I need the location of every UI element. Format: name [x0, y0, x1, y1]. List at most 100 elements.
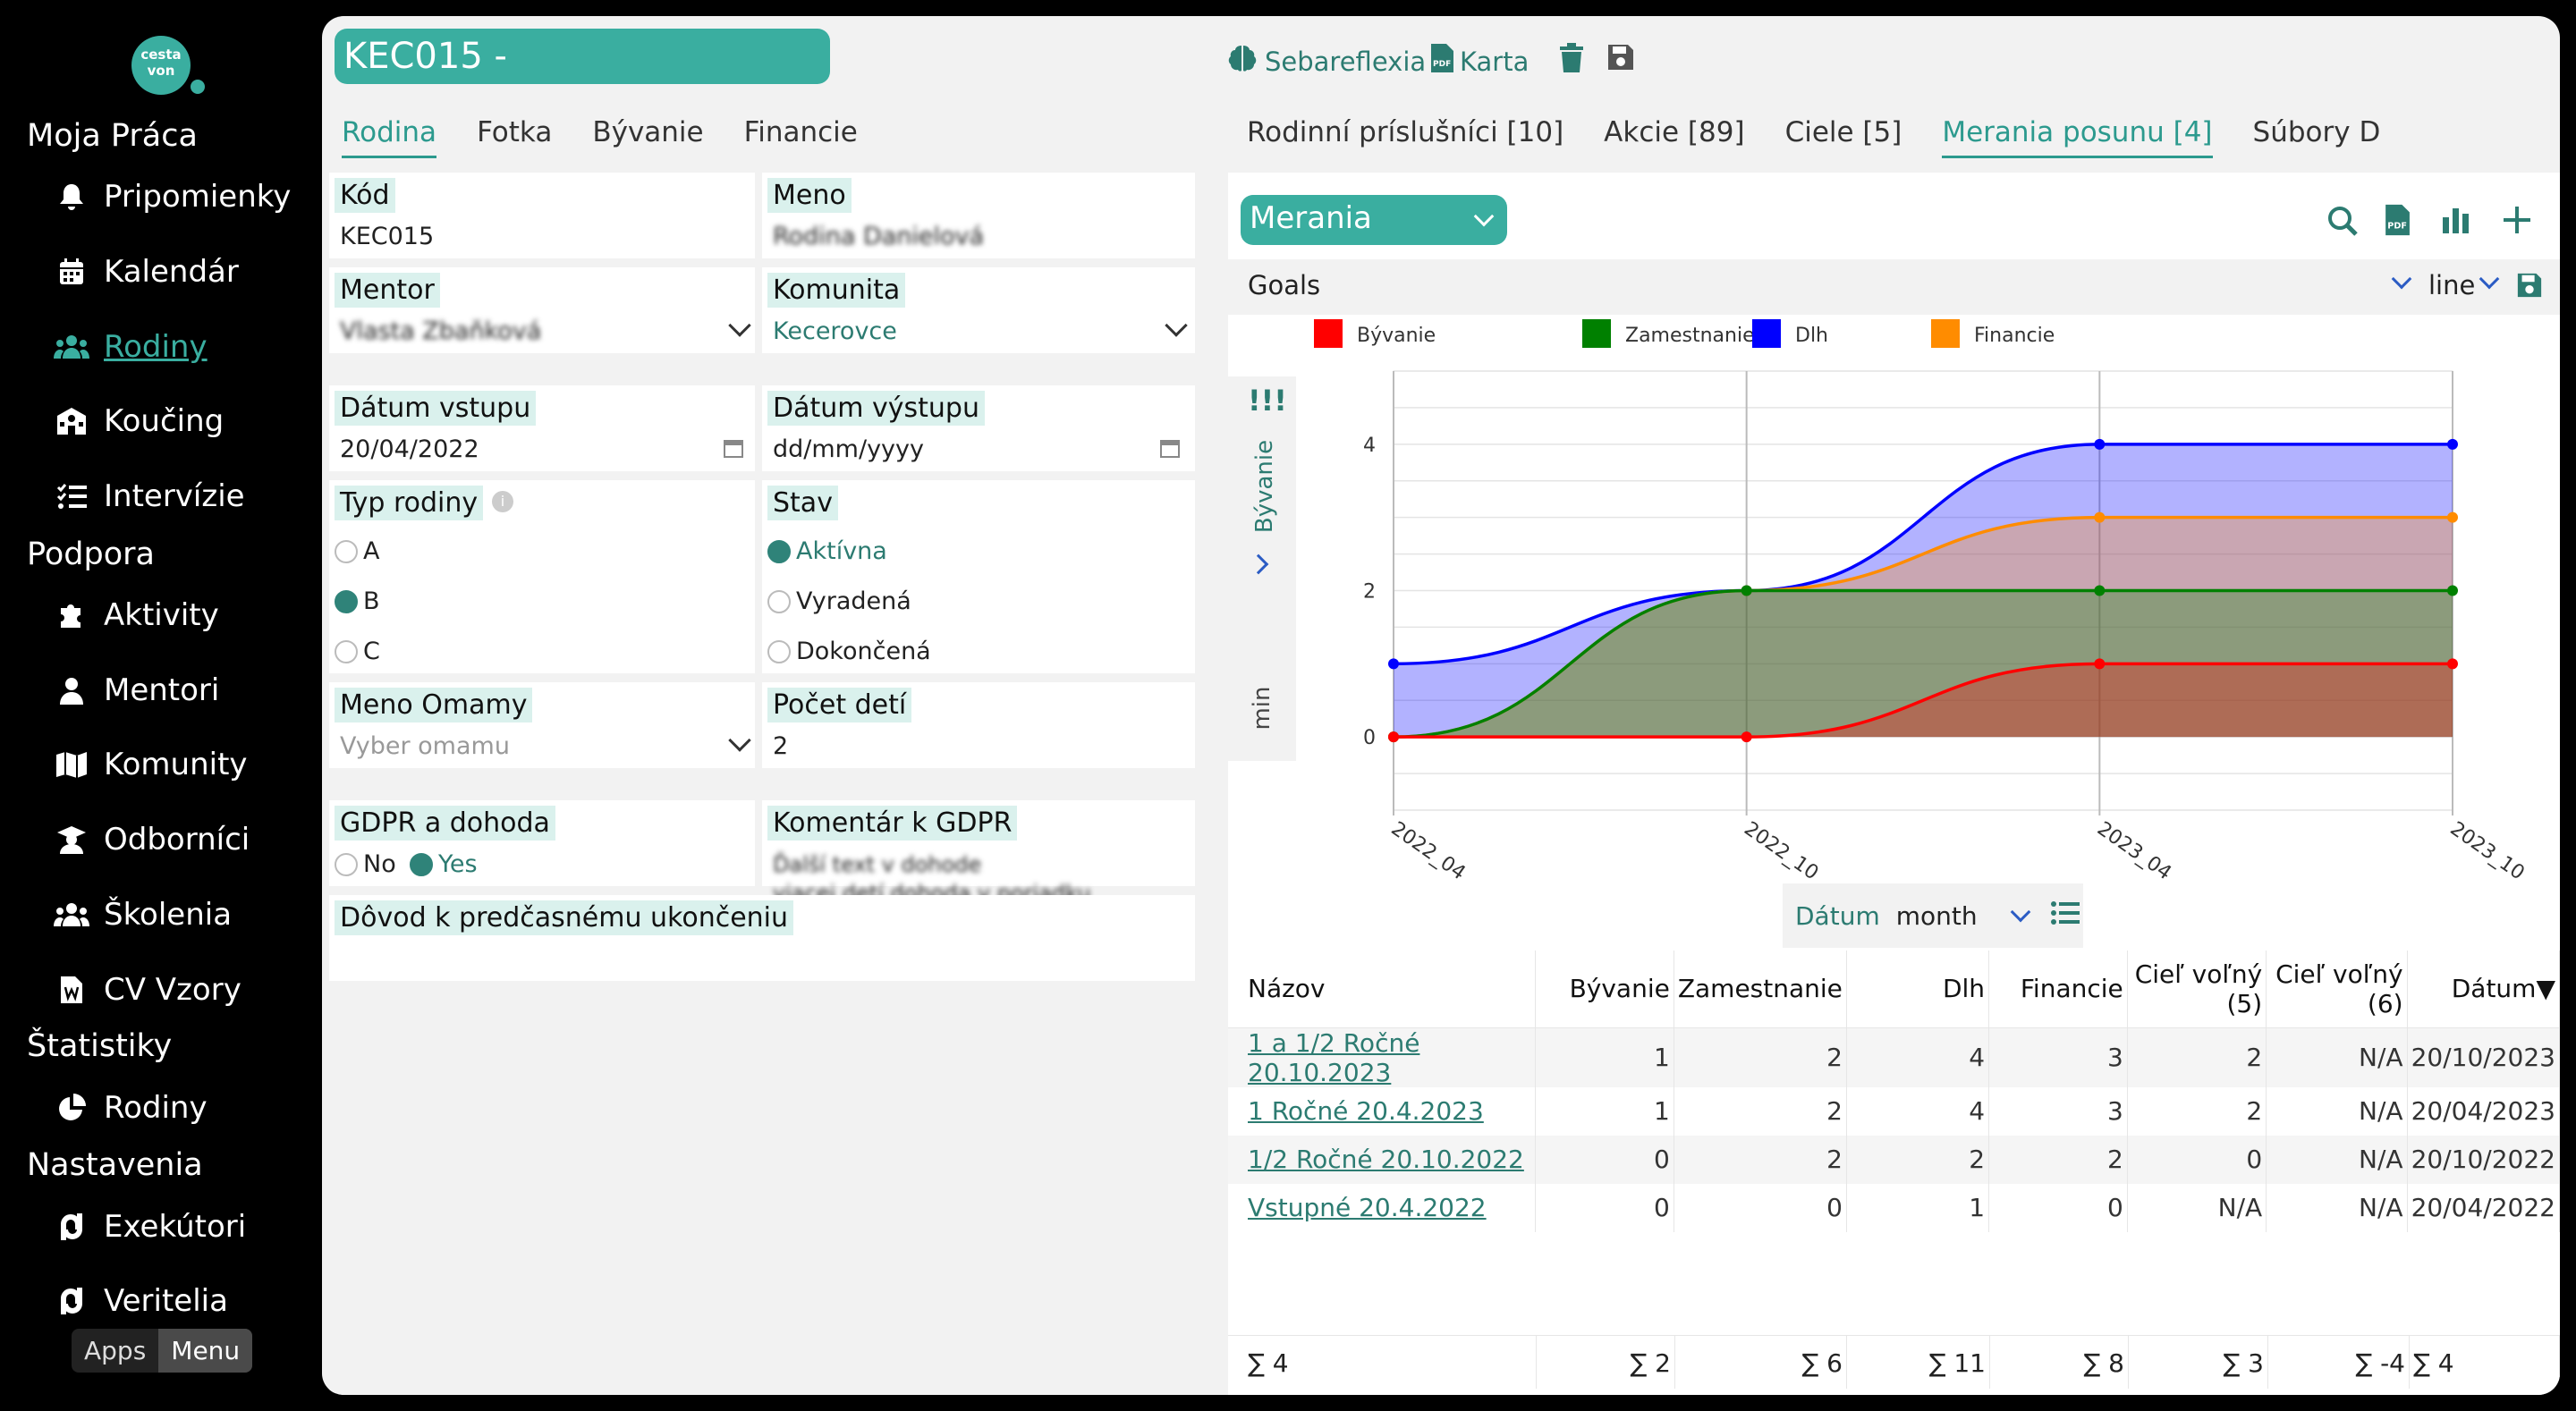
- chevron-down-icon[interactable]: [2391, 268, 2412, 290]
- sidebar-item-label: Rodiny: [104, 1090, 208, 1126]
- radio-typ-c[interactable]: C: [335, 638, 380, 665]
- delete-button[interactable]: [1558, 43, 1585, 80]
- radio-typ-a[interactable]: A: [335, 537, 379, 565]
- komunita-select[interactable]: Kecerovce: [773, 317, 897, 345]
- datum-vystupu-input[interactable]: dd/mm/yyyy: [773, 435, 924, 463]
- col-ciel-5[interactable]: Cieľ voľný (5): [2127, 951, 2267, 1028]
- alert-icon[interactable]: !!!: [1248, 384, 1287, 418]
- goals-bar: Goals line: [1228, 259, 2560, 315]
- save-icon[interactable]: [2516, 272, 2543, 305]
- kod-field[interactable]: KEC015: [340, 223, 435, 250]
- logo[interactable]: cesta von: [131, 36, 191, 95]
- chevron-down-icon[interactable]: [2479, 268, 2500, 290]
- mentor-select[interactable]: Vlasta Zbaňková: [340, 317, 542, 345]
- chevron-down-icon[interactable]: [728, 314, 751, 337]
- tab-financie[interactable]: Financie: [743, 116, 858, 148]
- cell: N/A: [2266, 1086, 2408, 1136]
- save-button[interactable]: [1606, 43, 1635, 78]
- sidebar-item-komunity[interactable]: Komunity: [54, 742, 248, 787]
- calendar-icon[interactable]: [1159, 437, 1181, 462]
- x-tick-label: 2022_04: [1387, 817, 1470, 884]
- col-zamestnanie[interactable]: Zamestnanie: [1674, 951, 1847, 1028]
- radio-aktivna[interactable]: Aktívna: [767, 537, 887, 565]
- radio-dokoncena[interactable]: Dokončená: [767, 638, 931, 665]
- meno-omamy-card[interactable]: Meno Omamy Vyber omamu: [329, 682, 755, 768]
- row-link[interactable]: 1/2 Ročné 20.10.2022: [1248, 1145, 1524, 1174]
- chart-type-select[interactable]: line: [2428, 270, 2476, 300]
- info-icon[interactable]: i: [492, 491, 513, 512]
- chevron-down-icon[interactable]: [728, 729, 751, 752]
- tab-ciele[interactable]: Ciele [5]: [1784, 116, 1902, 148]
- data-point: [1741, 731, 1752, 743]
- sidebar-item-aktivity[interactable]: Aktivity: [54, 593, 219, 638]
- calendar-icon[interactable]: [723, 437, 744, 462]
- sidebar-item-intervizie[interactable]: Intervízie: [54, 474, 245, 519]
- sidebar-item-mentori[interactable]: Mentori: [54, 668, 219, 713]
- karta-button[interactable]: PDF Karta: [1429, 43, 1529, 80]
- list-icon[interactable]: [2050, 900, 2080, 932]
- trash-icon: [1558, 43, 1585, 80]
- pdf-file-icon[interactable]: PDF: [2384, 203, 2411, 241]
- omama-select[interactable]: Vyber omamu: [340, 732, 510, 760]
- komunita-card[interactable]: Komunita Kecerovce: [762, 267, 1195, 353]
- side-axis-label[interactable]: Bývanie: [1251, 439, 1278, 534]
- chevron-down-icon[interactable]: [2010, 901, 2030, 923]
- sidebar-item-odbornici[interactable]: Odborníci: [54, 817, 250, 862]
- chevron-down-icon[interactable]: [1165, 314, 1188, 337]
- cell: 4: [1846, 1027, 1990, 1087]
- table-row[interactable]: 1/2 Ročné 20.10.2022 0 2 2 2 0 N/A 20/10/2022: [1228, 1135, 2560, 1184]
- col-byvanie[interactable]: Bývanie: [1535, 951, 1674, 1028]
- datum-vstupu-input[interactable]: 20/04/2022: [340, 435, 479, 463]
- tab-merania-posunu[interactable]: Merania posunu [4]: [1942, 116, 2213, 158]
- chevron-right-icon[interactable]: [1248, 553, 1269, 575]
- dovod-card[interactable]: Dôvod k predčasnému ukončeniu: [329, 895, 1195, 981]
- plus-icon[interactable]: [2502, 205, 2532, 239]
- apps-button[interactable]: Apps: [84, 1336, 147, 1365]
- sidebar-item-rodiny-stats[interactable]: Rodiny: [54, 1086, 208, 1130]
- pocet-deti-card: Počet detí 2: [762, 682, 1195, 768]
- bar-chart-icon[interactable]: [2441, 205, 2471, 239]
- page-title[interactable]: KEC015 -: [335, 29, 830, 84]
- row-link[interactable]: 1 Ročné 20.4.2023: [1248, 1096, 1484, 1126]
- col-ciel-6[interactable]: Cieľ voľný (6): [2266, 951, 2408, 1028]
- row-link[interactable]: Vstupné 20.4.2022: [1248, 1193, 1487, 1222]
- sidebar-item-cv-vzory[interactable]: CV Vzory: [54, 967, 242, 1012]
- table-row[interactable]: Vstupné 20.4.2022 0 0 1 0 N/A N/A 20/04/2022: [1228, 1183, 2560, 1232]
- sidebar-item-pripomienky[interactable]: Pripomienky: [54, 174, 291, 219]
- tab-akcie[interactable]: Akcie [89]: [1604, 116, 1745, 148]
- col-nazov[interactable]: Názov: [1228, 951, 1537, 1028]
- sidebar-item-kalendar[interactable]: Kalendár: [54, 249, 239, 294]
- sidebar-item-koucing[interactable]: Koučing: [54, 399, 224, 444]
- radio-typ-b[interactable]: B: [335, 587, 380, 615]
- pocet-deti-input[interactable]: 2: [773, 732, 789, 760]
- sidebar-item-rodiny[interactable]: Rodiny: [54, 325, 208, 369]
- tab-rodina[interactable]: Rodina: [342, 116, 437, 158]
- meno-field[interactable]: Rodina Danielová: [773, 223, 985, 250]
- menu-button[interactable]: Menu: [158, 1329, 253, 1373]
- sidebar-item-veritelia[interactable]: Veritelia: [54, 1279, 228, 1323]
- col-financie[interactable]: Financie: [1988, 951, 2128, 1028]
- tab-fotka[interactable]: Fotka: [477, 116, 553, 148]
- legend-swatch: [1582, 319, 1611, 348]
- col-dlh[interactable]: Dlh: [1846, 951, 1990, 1028]
- mentor-card[interactable]: Mentor Vlasta Zbaňková: [329, 267, 755, 353]
- sebareflexia-button[interactable]: Sebareflexia: [1227, 43, 1426, 80]
- radio-vyradena[interactable]: Vyradená: [767, 587, 911, 615]
- grouping-select[interactable]: month: [1895, 900, 1978, 931]
- sidebar-item-skolenia[interactable]: Školenia: [54, 892, 232, 937]
- sidebar-item-label: Exekútori: [104, 1209, 247, 1245]
- merania-select[interactable]: Merania: [1241, 195, 1507, 245]
- tab-byvanie[interactable]: Bývanie: [592, 116, 704, 148]
- col-datum[interactable]: Dátum▼: [2407, 951, 2560, 1028]
- row-link[interactable]: 1 a 1/2 Ročné 20.10.2023: [1248, 1027, 1420, 1087]
- sum-cell: ∑ 2: [1537, 1336, 1675, 1389]
- cell: 1: [1846, 1183, 1990, 1232]
- tab-rodinni-prislusnici[interactable]: Rodinní príslušníci [10]: [1247, 116, 1564, 148]
- search-icon[interactable]: [2326, 205, 2359, 241]
- table-row[interactable]: 1 a 1/2 Ročné 20.10.2023 1 2 4 3 2 N/A 20/10/20…: [1228, 1027, 2560, 1087]
- radio-gdpr-no[interactable]: No: [335, 850, 396, 878]
- sidebar-item-exekutori[interactable]: Exekútori: [54, 1204, 246, 1249]
- table-row[interactable]: 1 Ročné 20.4.2023 1 2 4 3 2 N/A 20/04/2023: [1228, 1086, 2560, 1136]
- tab-subory[interactable]: Súbory D: [2252, 116, 2381, 148]
- radio-gdpr-yes[interactable]: Yes: [410, 850, 478, 878]
